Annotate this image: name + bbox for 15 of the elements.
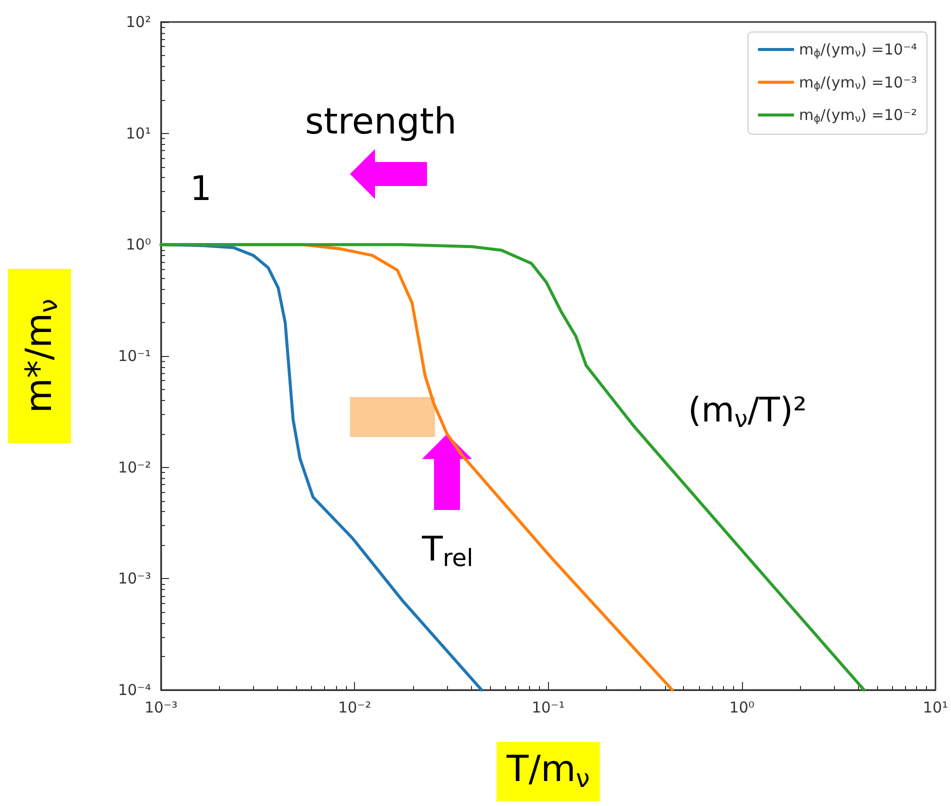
y-tick-label: 10¹: [126, 124, 151, 142]
y-tick-label: 10²: [126, 13, 151, 31]
y-axis-title: m*/mν: [19, 298, 63, 414]
annotation: 1: [190, 169, 212, 209]
x-tick-label: 10⁻³: [144, 698, 178, 716]
x-tick-label: 10¹: [922, 698, 948, 716]
y-tick-label: 10⁰: [126, 236, 151, 254]
x-tick-label: 10⁰: [729, 698, 754, 716]
annotation: strength: [305, 102, 457, 142]
y-tick-label: 10⁻³: [118, 570, 151, 588]
y-tick-label: 10⁻⁴: [118, 681, 151, 699]
y-tick-label: 10⁻²: [118, 458, 151, 476]
y-tick-label: 10⁻¹: [118, 347, 151, 365]
x-tick-label: 10⁻¹: [532, 698, 565, 716]
x-tick-label: 10⁻²: [338, 698, 372, 716]
